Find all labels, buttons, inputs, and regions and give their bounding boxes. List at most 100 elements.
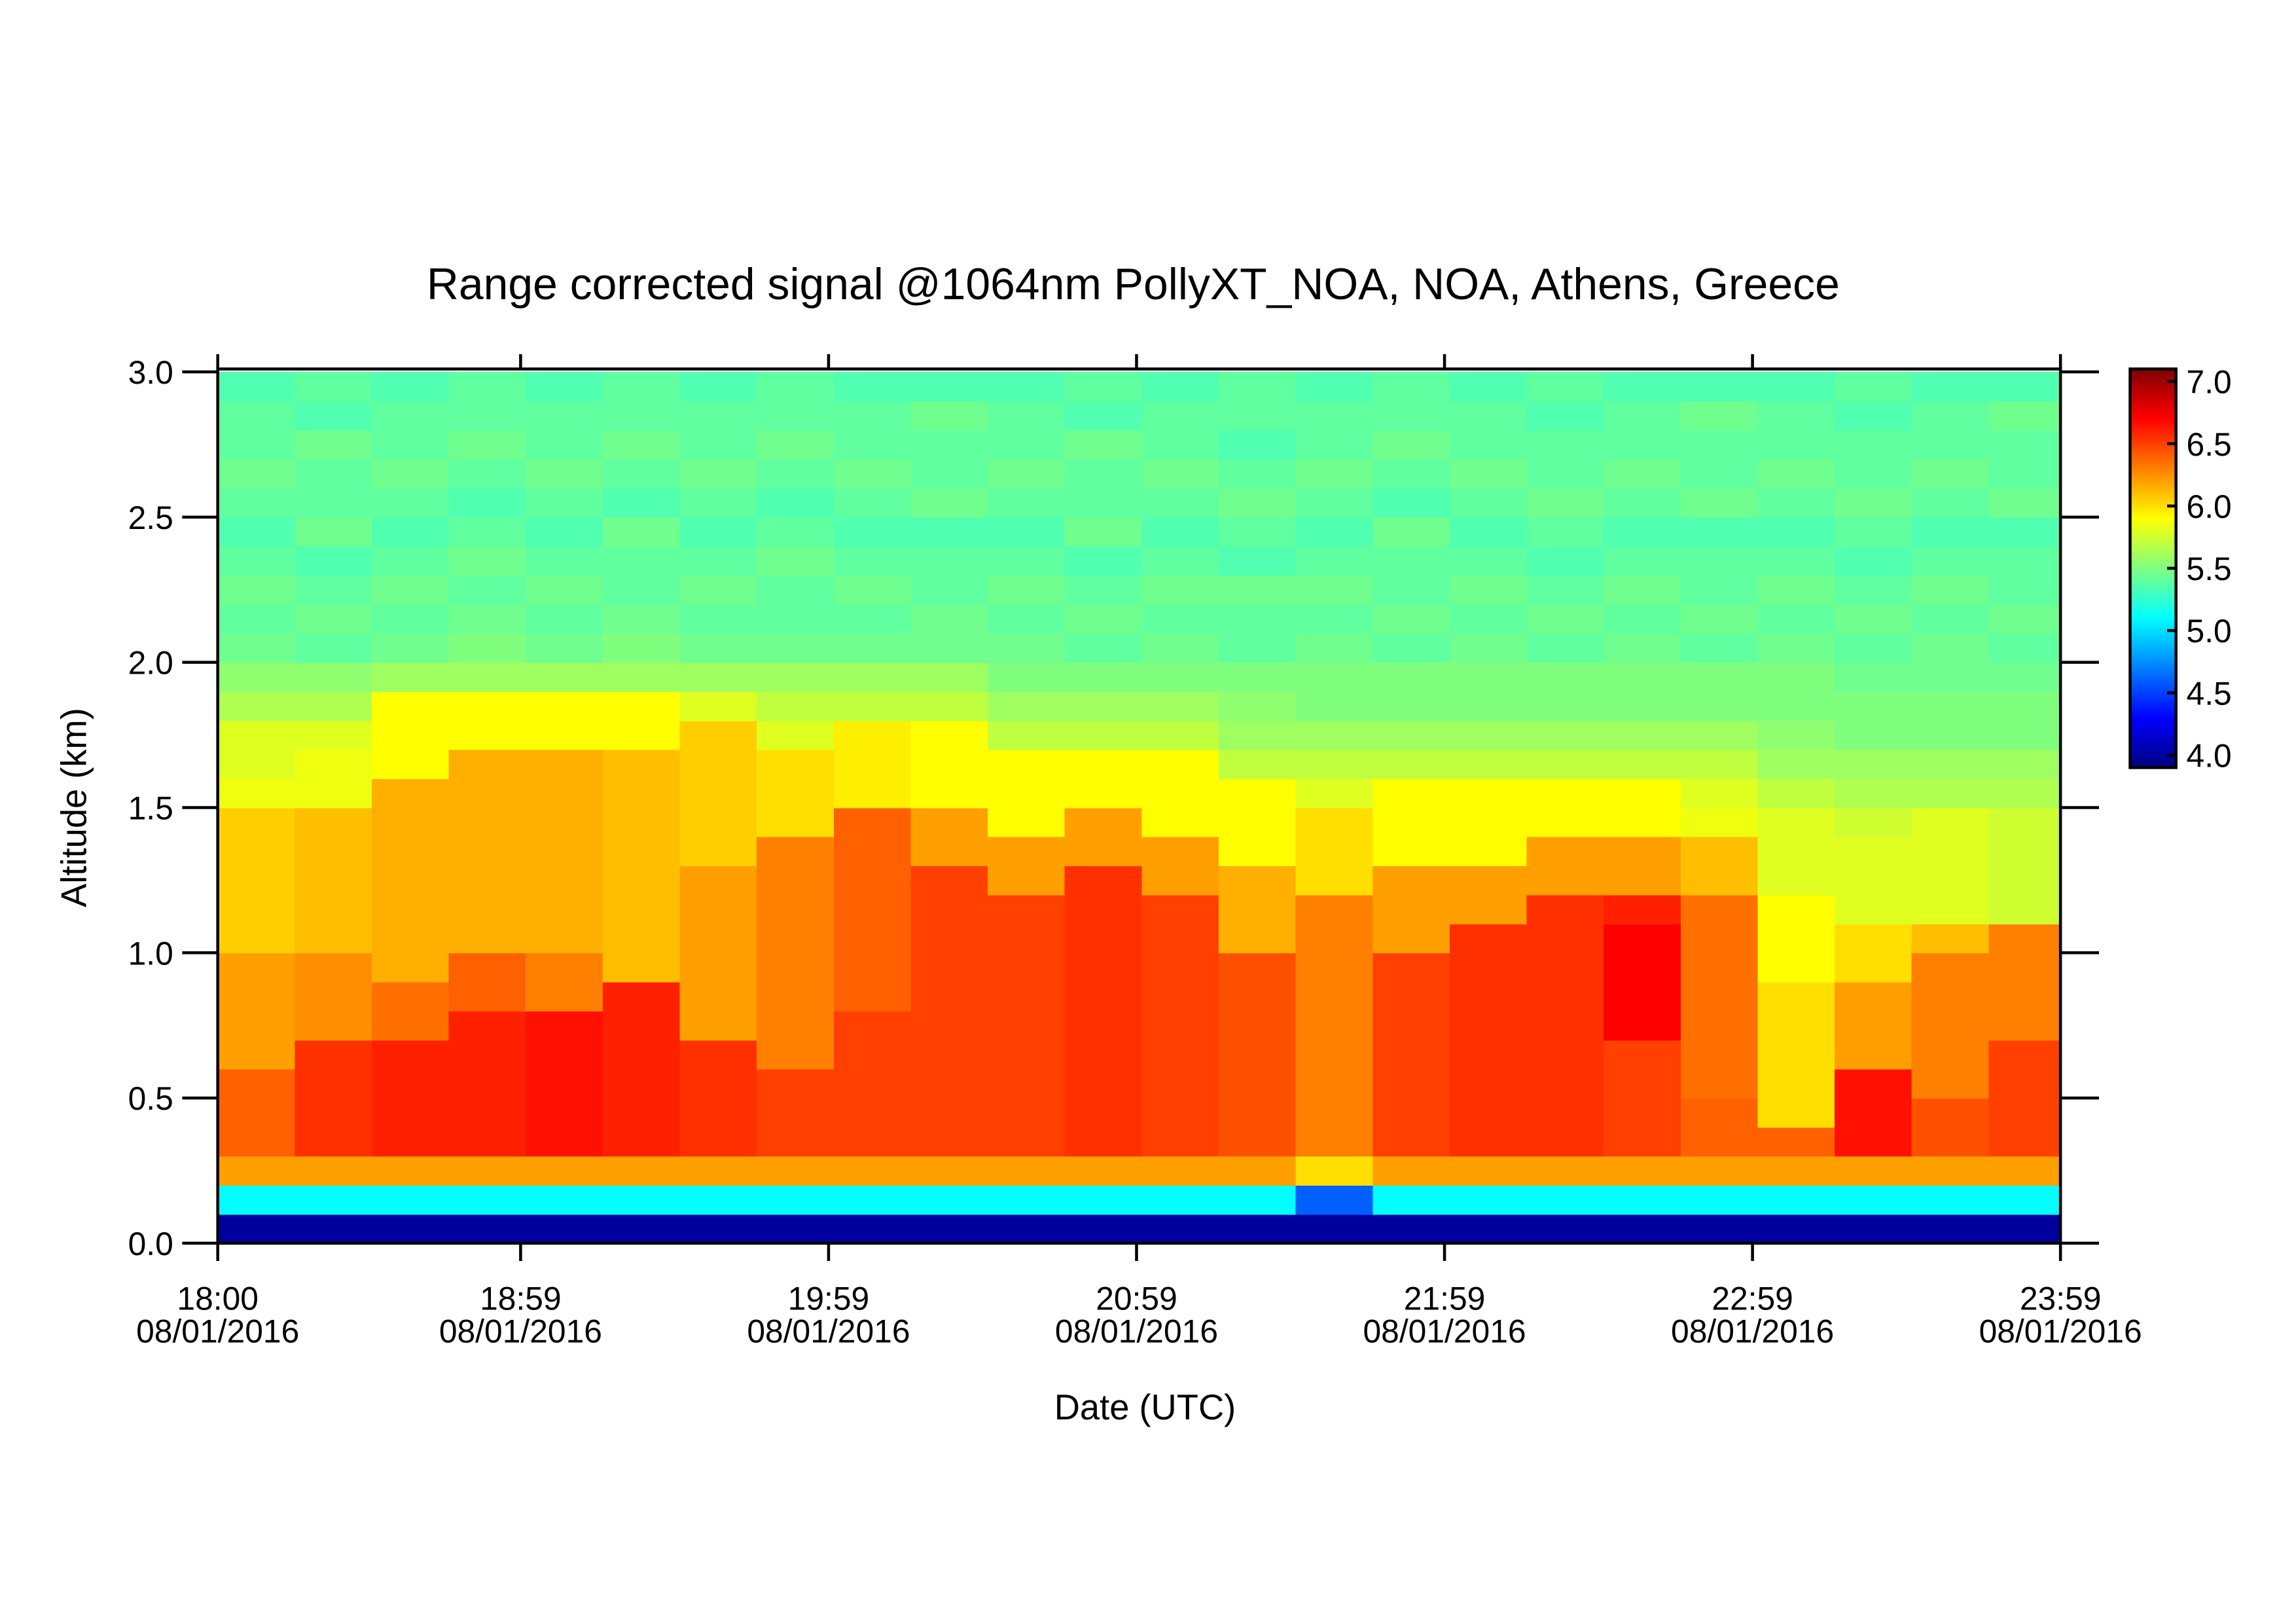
x-tick-label: 22:59 (1712, 1281, 1793, 1317)
cell (295, 953, 372, 983)
cell (1295, 691, 1374, 721)
cell (1295, 604, 1374, 634)
cell (371, 488, 450, 518)
y-tick-label: 1.0 (128, 935, 173, 972)
cell (1757, 1214, 1835, 1244)
cell (1835, 1214, 1912, 1244)
x-tick-date: 08/01/2016 (439, 1313, 602, 1350)
cell (371, 546, 450, 576)
cell (1141, 662, 1219, 692)
cell (1449, 981, 1528, 1012)
cell (1911, 749, 1990, 780)
cell (602, 866, 681, 896)
x-tick-label: 20:59 (1096, 1281, 1177, 1317)
cell (757, 894, 834, 924)
cell (1911, 517, 1990, 547)
cell (1372, 1040, 1450, 1070)
cell (448, 488, 527, 518)
cell (1295, 953, 1374, 983)
cell (1218, 953, 1297, 983)
cell (1526, 488, 1605, 518)
cell (1604, 749, 1681, 780)
cell (1526, 372, 1605, 402)
cell (1526, 1010, 1605, 1041)
cell (1604, 866, 1681, 896)
cell (217, 1068, 296, 1099)
cell (217, 662, 296, 692)
cell (1680, 836, 1759, 867)
cell (371, 604, 450, 634)
cell (1218, 807, 1297, 837)
cell (1757, 1127, 1835, 1157)
cell (1372, 459, 1450, 489)
cell (1680, 691, 1759, 721)
cell (1988, 894, 2062, 924)
cell (1295, 1214, 1374, 1244)
cell (1680, 1068, 1759, 1099)
cell (988, 866, 1066, 896)
cell (1835, 1156, 1912, 1186)
cell (679, 662, 758, 692)
cell (526, 1214, 603, 1244)
cell (217, 546, 296, 576)
cell (1604, 894, 1681, 924)
cell (1604, 720, 1681, 750)
cell (526, 633, 603, 663)
cell (602, 953, 681, 983)
x-tick-date: 08/01/2016 (1363, 1313, 1526, 1350)
cell (1604, 923, 1681, 954)
cell (371, 778, 450, 809)
cell (1449, 662, 1528, 692)
cell (910, 691, 988, 721)
cell (1604, 401, 1681, 431)
cell (1064, 894, 1143, 924)
cell (679, 836, 758, 867)
cell (1141, 575, 1219, 605)
cell (988, 546, 1066, 576)
cell (988, 1068, 1066, 1099)
cell (679, 866, 758, 896)
cell (448, 981, 527, 1012)
cell (1449, 749, 1528, 780)
cell (217, 807, 296, 837)
cell (1295, 459, 1374, 489)
cell (988, 604, 1066, 634)
cell (1218, 836, 1297, 867)
cell (295, 575, 372, 605)
cell (448, 633, 527, 663)
cell (988, 749, 1066, 780)
cell (1680, 1098, 1759, 1128)
cell (295, 807, 372, 837)
cell (1911, 1127, 1990, 1157)
cell (295, 401, 372, 431)
cell (679, 1068, 758, 1099)
cell (1218, 1185, 1297, 1215)
cell (988, 720, 1066, 750)
cell (1604, 517, 1681, 547)
cell (371, 1185, 450, 1215)
cell (833, 749, 912, 780)
cell (1757, 633, 1835, 663)
x-tick-label: 18:00 (177, 1281, 259, 1317)
cell (295, 1214, 372, 1244)
cell (526, 691, 603, 721)
cell (295, 372, 372, 402)
cell (371, 1068, 450, 1099)
cell (1604, 1214, 1681, 1244)
cell (1835, 894, 1912, 924)
cell (1449, 429, 1528, 460)
cell (1604, 778, 1681, 809)
cell (1526, 691, 1605, 721)
cell (1218, 1010, 1297, 1041)
cell (1526, 401, 1605, 431)
cell (1911, 953, 1990, 983)
cell (217, 894, 296, 924)
cell (1988, 691, 2062, 721)
cell (757, 778, 834, 809)
cell (1835, 749, 1912, 780)
cell (1604, 546, 1681, 576)
cell (448, 866, 527, 896)
cell (1141, 1127, 1219, 1157)
cell (602, 778, 681, 809)
x-tick-date: 08/01/2016 (1979, 1313, 2142, 1350)
